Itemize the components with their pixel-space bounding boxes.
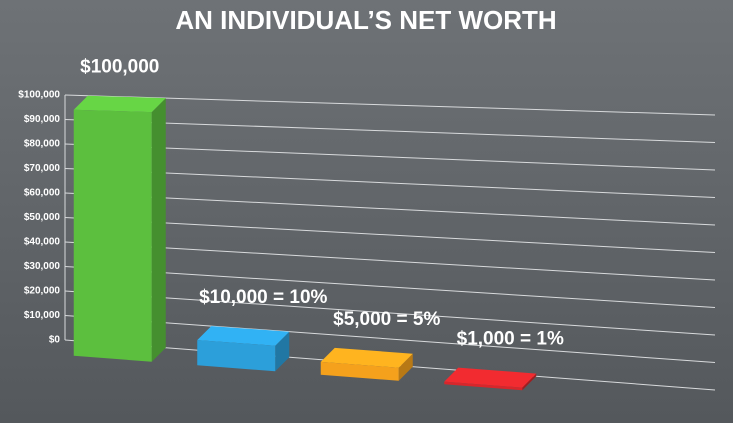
y-tick-label: $100,000 xyxy=(18,90,60,101)
grid-line xyxy=(64,168,716,198)
y-tick-label: $40,000 xyxy=(24,237,61,248)
bar xyxy=(197,326,290,372)
grid-line xyxy=(64,217,716,253)
grid-line xyxy=(64,192,716,226)
chart-title: AN INDIVIDUAL’S NET WORTH xyxy=(175,5,556,35)
y-tick-label: $80,000 xyxy=(24,139,61,150)
y-tick-label: $60,000 xyxy=(24,188,61,199)
bar xyxy=(444,367,537,391)
bar-side xyxy=(522,373,537,391)
bar-side xyxy=(398,353,413,381)
grid-line xyxy=(64,315,716,363)
y-tick-label: $30,000 xyxy=(24,261,61,272)
y-tick-label: $20,000 xyxy=(24,286,61,297)
bar-front xyxy=(197,340,276,372)
y-tick-label: $10,000 xyxy=(24,310,61,321)
grid-line xyxy=(64,241,716,281)
value-label: $1,000 = 1% xyxy=(457,329,564,350)
bar-front xyxy=(73,109,152,362)
y-tick-label: $90,000 xyxy=(24,114,61,125)
value-label: $5,000 = 5% xyxy=(333,309,440,330)
bar xyxy=(73,95,166,362)
grid-line xyxy=(64,290,716,336)
bar-top xyxy=(320,347,413,368)
bar-top xyxy=(73,95,166,113)
y-tick-label: $70,000 xyxy=(24,163,61,174)
value-label: $100,000 xyxy=(80,57,159,78)
grid-line xyxy=(64,119,716,143)
bar-front xyxy=(444,381,523,391)
y-tick-label: $50,000 xyxy=(24,212,61,223)
y-tick-label: $0 xyxy=(49,335,61,346)
bar-side xyxy=(275,331,290,372)
grid-line xyxy=(64,143,716,171)
bar-top xyxy=(197,326,290,346)
value-label: $10,000 = 10% xyxy=(199,287,327,308)
grid-line xyxy=(64,94,716,116)
bar-top xyxy=(444,367,537,388)
bar-front xyxy=(320,361,399,381)
bar-side xyxy=(151,98,166,362)
bar xyxy=(320,347,413,381)
grid-line xyxy=(64,266,716,308)
